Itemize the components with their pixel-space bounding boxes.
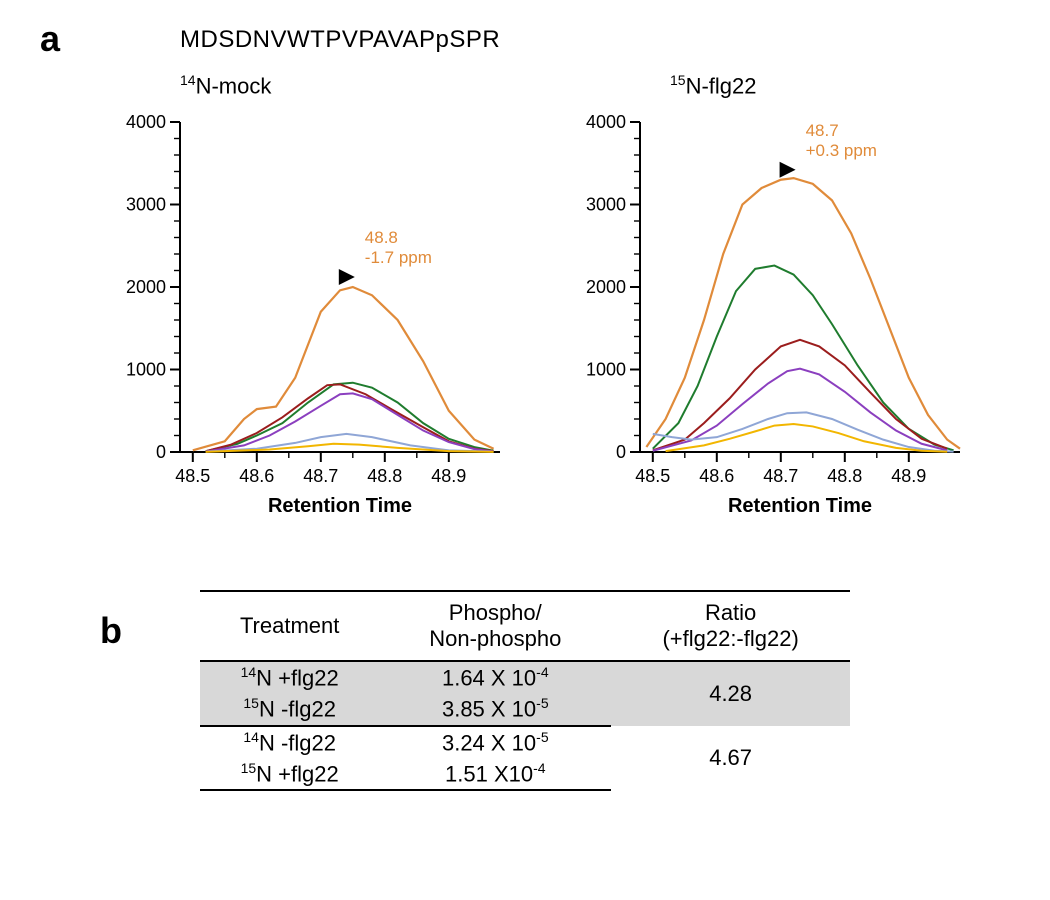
svg-text:+0.3 ppm: +0.3 ppm bbox=[806, 141, 877, 160]
svg-text:48.7: 48.7 bbox=[763, 466, 798, 486]
svg-text:48.6: 48.6 bbox=[699, 466, 734, 486]
table-row: 14N +flg221.64 X 10-44.28 bbox=[200, 661, 850, 693]
ratio-cell: 4.28 bbox=[611, 661, 850, 726]
svg-text:48.8: 48.8 bbox=[827, 466, 862, 486]
svg-text:4000: 4000 bbox=[126, 112, 166, 132]
svg-text:48.8: 48.8 bbox=[367, 466, 402, 486]
panel-b-label: b bbox=[100, 610, 122, 652]
svg-text:48.7: 48.7 bbox=[303, 466, 338, 486]
col-header-ratio: Ratio(+flg22:-flg22) bbox=[611, 591, 850, 661]
phospho-cell: 1.51 X10-4 bbox=[379, 758, 611, 790]
col-header-phospho: Phospho/Non-phospho bbox=[379, 591, 611, 661]
chart-left-svg: 0 1000 2000 3000 4000 48.5 48.6 48.7 48.8 48.9 Ret… bbox=[110, 92, 510, 532]
svg-text:0: 0 bbox=[616, 442, 626, 462]
ratio-cell: 4.67 bbox=[611, 726, 850, 791]
panel-a-label: a bbox=[40, 18, 60, 60]
col-header-treatment: Treatment bbox=[200, 591, 379, 661]
data-table: Treatment Phospho/Non-phospho Ratio(+flg… bbox=[200, 590, 850, 791]
svg-text:48.8: 48.8 bbox=[365, 228, 398, 247]
chart-left-wrap: 14N-mock 0100020003000400048.548.648.748… bbox=[110, 72, 510, 532]
treatment-cell: 15N +flg22 bbox=[200, 758, 379, 790]
chart-right-sup: 15 bbox=[670, 72, 686, 88]
figure-page: a MDSDNVWTPVPAVAPpSPR 14N-mock 010002000… bbox=[0, 0, 1050, 900]
peptide-prefix: MDSDNVWTPVPAVAP bbox=[180, 26, 436, 53]
svg-text:48.7: 48.7 bbox=[806, 121, 839, 140]
svg-text:48.9: 48.9 bbox=[891, 466, 926, 486]
charts-row: 14N-mock 0100020003000400048.548.648.748… bbox=[110, 72, 1010, 542]
svg-text:3000: 3000 bbox=[586, 195, 626, 215]
svg-text:-1.7 ppm: -1.7 ppm bbox=[365, 248, 432, 267]
svg-text:48.6: 48.6 bbox=[239, 466, 274, 486]
chart-left-sup: 14 bbox=[180, 72, 196, 88]
svg-text:3000: 3000 bbox=[126, 195, 166, 215]
phospho-cell: 1.64 X 10-4 bbox=[379, 661, 611, 693]
treatment-cell: 14N -flg22 bbox=[200, 726, 379, 758]
table-row: 14N -flg223.24 X 10-54.67 bbox=[200, 726, 850, 758]
svg-text:2000: 2000 bbox=[586, 277, 626, 297]
svg-text:1000: 1000 bbox=[126, 360, 166, 380]
phospho-cell: 3.24 X 10-5 bbox=[379, 726, 611, 758]
treatment-cell: 14N +flg22 bbox=[200, 661, 379, 693]
treatment-cell: 15N -flg22 bbox=[200, 693, 379, 725]
peptide-suffix: PR bbox=[466, 26, 500, 53]
svg-text:48.9: 48.9 bbox=[431, 466, 466, 486]
table-wrap: Treatment Phospho/Non-phospho Ratio(+flg… bbox=[200, 590, 850, 791]
svg-text:4000: 4000 bbox=[586, 112, 626, 132]
svg-text:2000: 2000 bbox=[126, 277, 166, 297]
svg-text:48.5: 48.5 bbox=[635, 466, 670, 486]
chart-right-svg: 0 1000 2000 3000 4000 48.5 48.6 48.7 48.8 48.9 Ret… bbox=[570, 92, 970, 532]
svg-text:0: 0 bbox=[156, 442, 166, 462]
svg-text:Retention Time: Retention Time bbox=[268, 495, 412, 517]
peptide-phospho: pS bbox=[436, 26, 466, 53]
svg-text:48.5: 48.5 bbox=[175, 466, 210, 486]
chart-right-wrap: 15N-flg22 0100020003000400048.548.648.74… bbox=[570, 72, 970, 532]
phospho-cell: 3.85 X 10-5 bbox=[379, 693, 611, 725]
svg-text:Retention Time: Retention Time bbox=[728, 495, 872, 517]
peptide-sequence: MDSDNVWTPVPAVAPpSPR bbox=[180, 26, 500, 54]
svg-text:1000: 1000 bbox=[586, 360, 626, 380]
table-body: 14N +flg221.64 X 10-44.2815N -flg223.85 … bbox=[200, 661, 850, 790]
